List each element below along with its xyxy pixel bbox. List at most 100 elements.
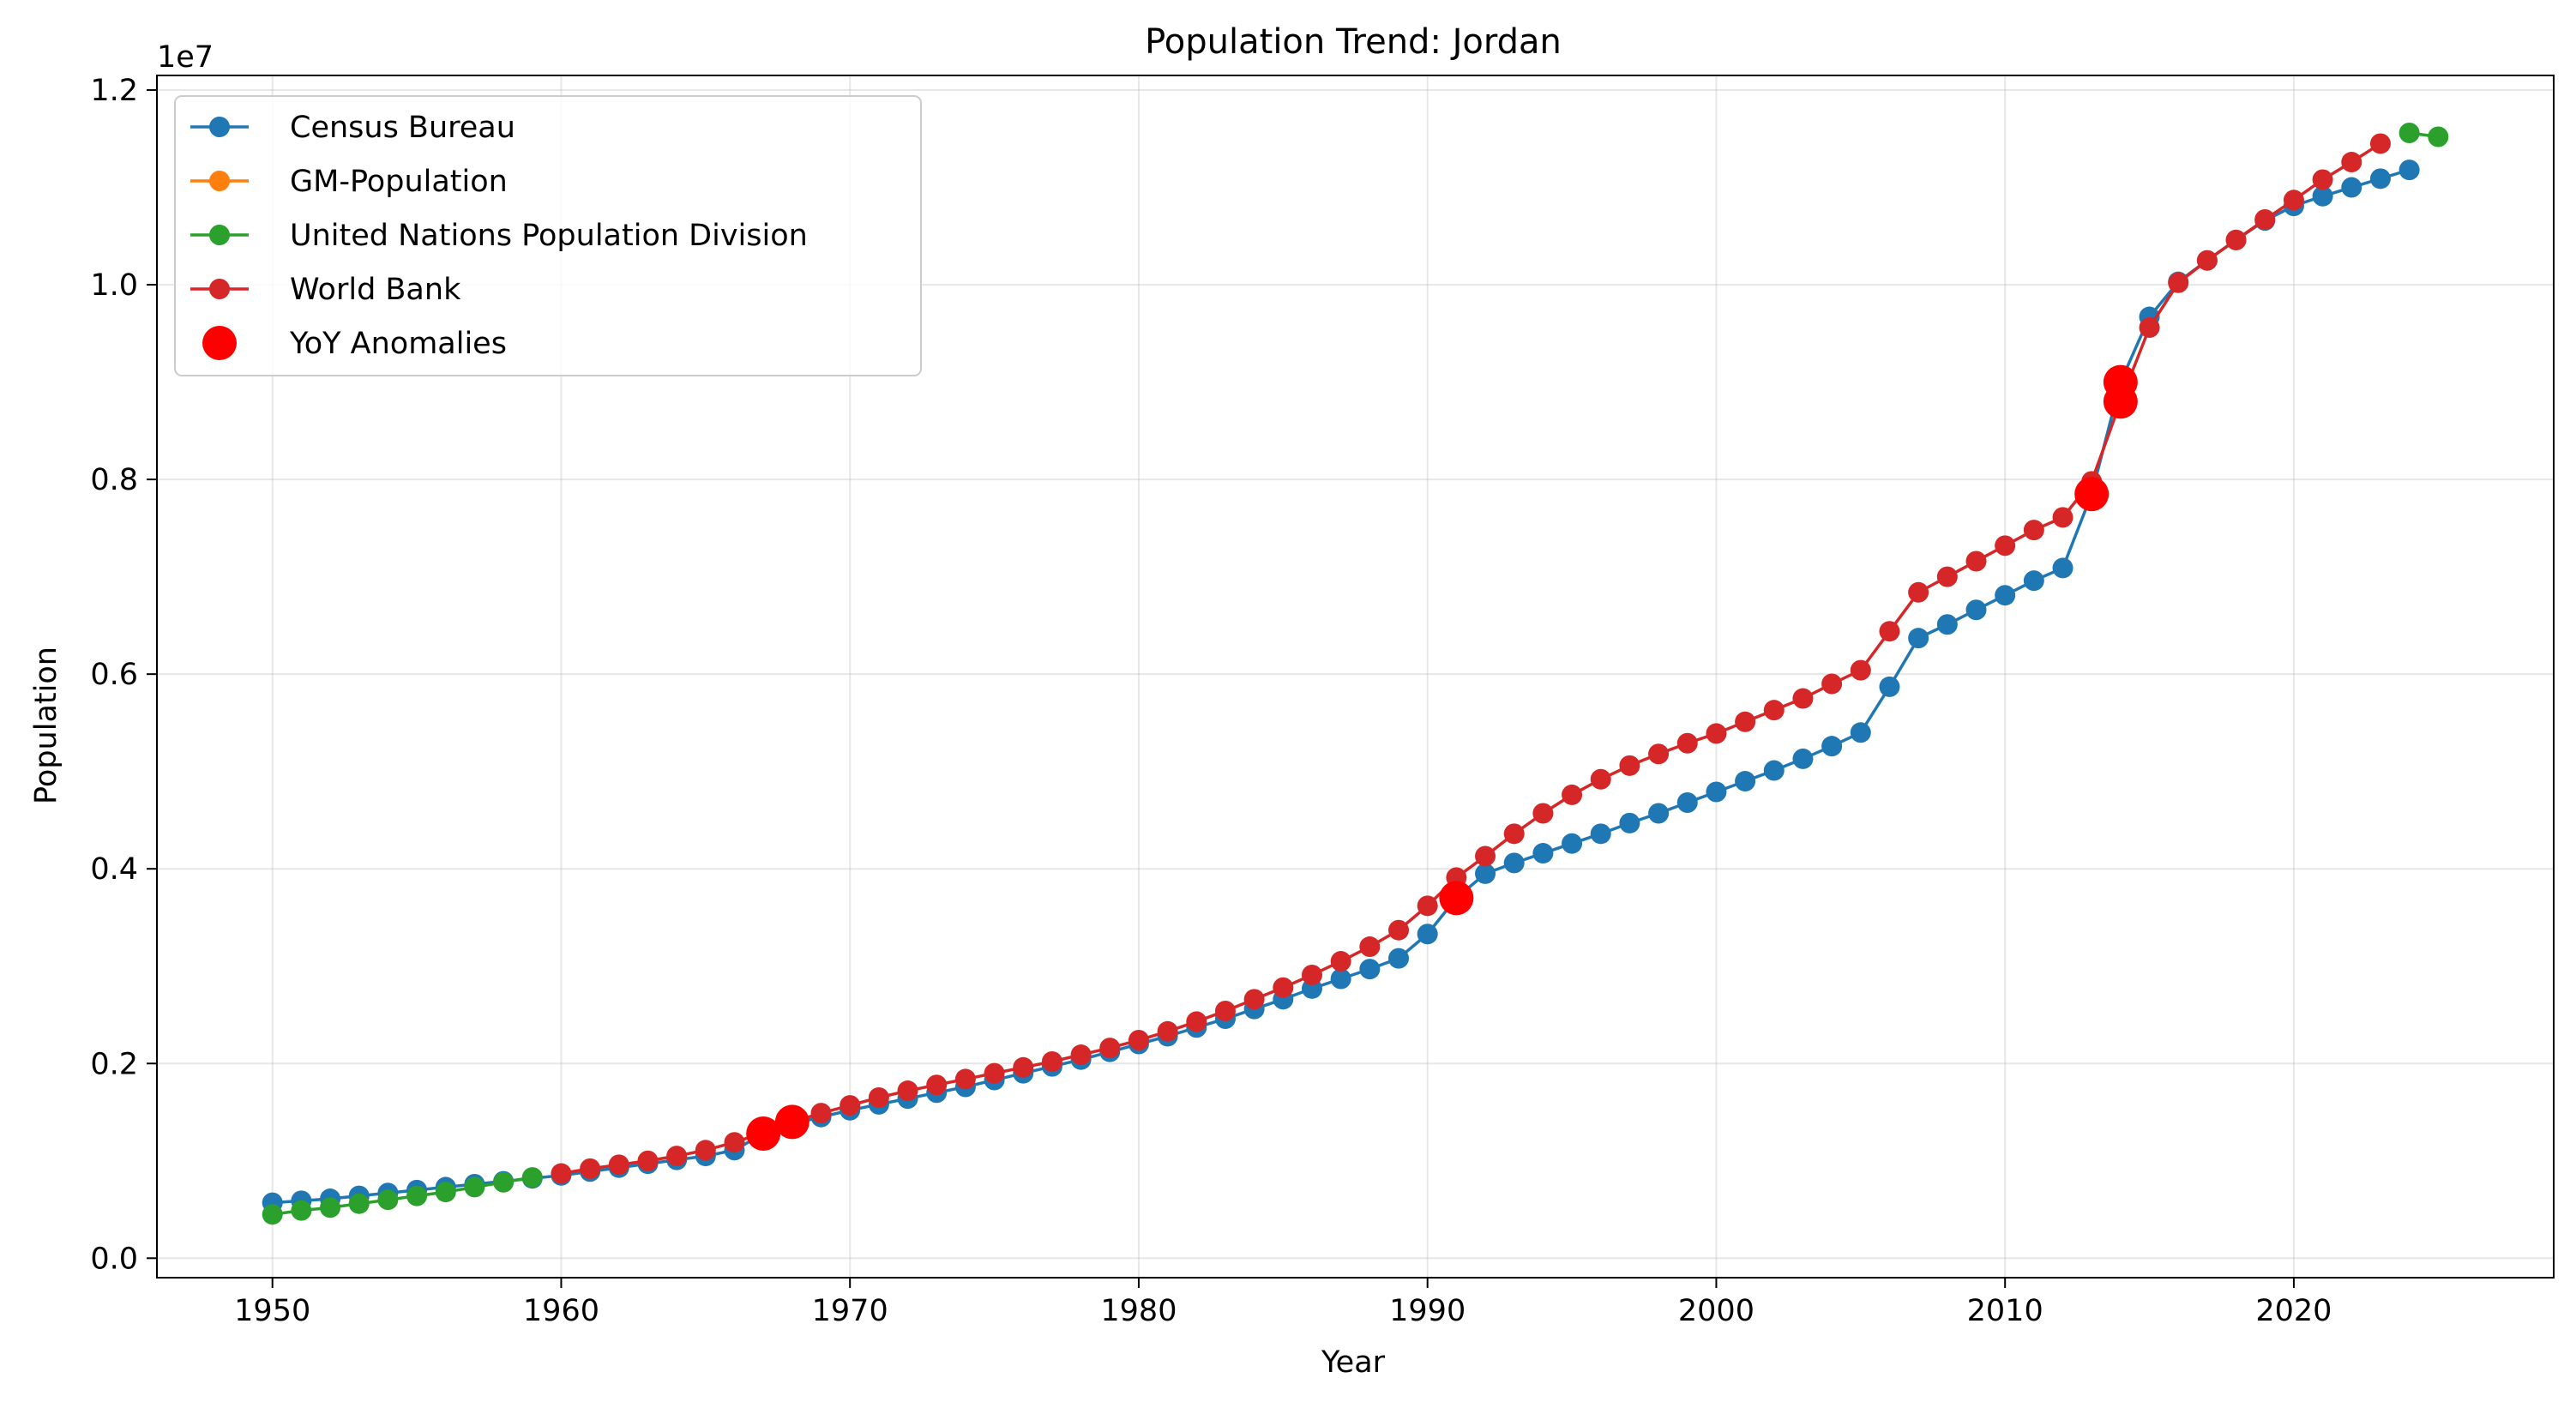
anomaly-layer <box>746 364 2138 1151</box>
data-point <box>1562 784 1583 805</box>
legend-label: YoY Anomalies <box>289 327 507 361</box>
data-point <box>1359 959 1381 980</box>
y-tick-label: 0.8 <box>90 463 138 497</box>
data-point <box>1763 760 1785 781</box>
data-point <box>868 1086 889 1108</box>
data-point <box>1503 823 1525 845</box>
y-axis-offset-text: 1e7 <box>157 40 214 75</box>
y-tick-label: 0.2 <box>90 1047 138 1081</box>
data-point <box>608 1154 629 1176</box>
data-point <box>1908 581 1929 603</box>
data-point <box>1475 863 1496 884</box>
data-point <box>2254 209 2276 231</box>
anomaly-marker <box>2074 477 2110 512</box>
data-point <box>521 1167 543 1188</box>
data-point <box>1850 722 1871 743</box>
data-point <box>2369 168 2391 190</box>
data-point <box>1908 628 1929 649</box>
data-point <box>406 1185 428 1206</box>
data-point <box>1821 673 1843 695</box>
data-point <box>2398 122 2420 143</box>
data-point <box>724 1132 745 1153</box>
data-point <box>1330 968 1351 990</box>
data-point <box>1157 1020 1178 1042</box>
legend-label: World Bank <box>290 273 461 307</box>
legend-marker-swatch <box>209 225 230 245</box>
legend-marker-swatch <box>202 326 237 360</box>
x-tick-label: 1990 <box>1389 1294 1466 1328</box>
data-point <box>348 1193 370 1214</box>
data-point <box>1128 1030 1149 1051</box>
legend: Census Bureau GM-Population United Nations… <box>174 95 922 376</box>
data-point <box>984 1062 1005 1084</box>
data-point <box>1965 551 1987 572</box>
data-point <box>1532 843 1554 864</box>
data-point <box>1590 768 1611 790</box>
anomaly-marker <box>2103 364 2138 400</box>
data-point <box>2196 250 2218 271</box>
data-point <box>2428 126 2449 147</box>
data-point <box>1965 599 1987 621</box>
anomaly-marker <box>746 1116 781 1151</box>
legend-label: GM-Population <box>290 165 508 199</box>
data-point <box>1648 743 1670 765</box>
data-point <box>435 1182 456 1203</box>
data-point <box>1214 1000 1236 1021</box>
data-point <box>810 1103 832 1124</box>
data-point <box>1879 676 1900 697</box>
data-point <box>580 1158 601 1179</box>
x-tick-label: 1970 <box>812 1294 888 1328</box>
x-tick-label: 1980 <box>1100 1294 1177 1328</box>
data-point <box>551 1163 572 1184</box>
data-point <box>637 1150 659 1171</box>
data-point <box>2341 177 2362 198</box>
data-point <box>1330 951 1351 972</box>
legend-entries: Census Bureau GM-Population United Nations… <box>190 111 808 361</box>
data-point <box>2283 190 2304 211</box>
y-axis-ticks: 0.0 0.2 0.4 0.6 0.8 1.0 1.2 <box>90 74 157 1276</box>
data-point <box>2341 152 2362 173</box>
x-tick-label: 2010 <box>1967 1294 2043 1328</box>
axes-frame <box>156 75 2555 1279</box>
x-tick-label: 1960 <box>523 1294 599 1328</box>
data-point <box>2369 133 2391 154</box>
legend-marker-swatch <box>209 117 230 137</box>
data-point <box>2312 169 2333 190</box>
data-point <box>1879 621 1900 642</box>
legend-label: Census Bureau <box>290 111 515 145</box>
data-point <box>1735 771 1756 792</box>
data-point <box>1792 748 1814 769</box>
data-point <box>897 1080 918 1102</box>
x-tick-label: 2020 <box>2255 1294 2332 1328</box>
x-axis-ticks: 1950 1960 1970 1980 1990 2000 2010 2020 <box>234 1278 2332 1328</box>
data-point <box>1590 823 1611 845</box>
data-point <box>1735 711 1756 732</box>
data-point <box>2168 272 2189 293</box>
legend-item: World Bank <box>190 273 461 307</box>
legend-item: GM-Population <box>190 165 508 199</box>
data-point <box>1763 700 1785 721</box>
data-point <box>1562 833 1583 854</box>
legend-item: Census Bureau <box>190 111 515 145</box>
legend-item: YoY Anomalies <box>202 326 507 361</box>
data-point <box>1648 803 1670 824</box>
x-tick-label: 1950 <box>234 1294 310 1328</box>
legend-item: United Nations Population Division <box>190 219 808 253</box>
data-point <box>1301 964 1322 985</box>
x-axis-label: Year <box>1321 1345 1386 1380</box>
data-point <box>1417 924 1438 945</box>
series-line <box>272 1176 533 1216</box>
data-point <box>2052 507 2073 528</box>
y-tick-label: 0.4 <box>90 852 138 887</box>
data-point <box>1850 659 1871 681</box>
data-point <box>464 1176 485 1198</box>
data-point <box>1359 936 1381 958</box>
data-point <box>320 1197 341 1218</box>
data-point <box>1706 723 1727 744</box>
data-point <box>1936 614 1958 635</box>
data-point <box>1417 895 1438 917</box>
data-point <box>1995 585 2016 606</box>
data-point <box>695 1140 716 1161</box>
